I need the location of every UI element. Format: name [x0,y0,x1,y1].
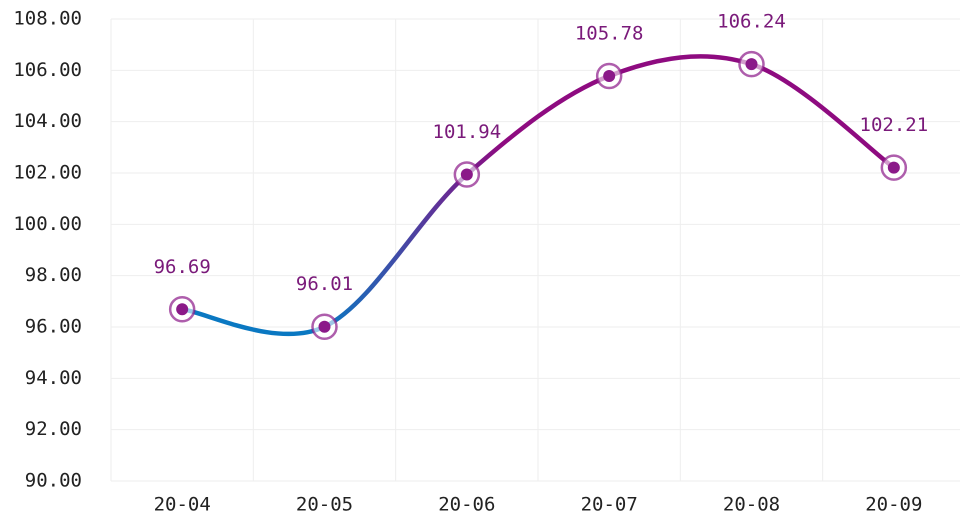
point [460,168,473,181]
y-tick-label: 102.00 [13,162,82,184]
point [745,58,758,71]
x-tick-label: 20-09 [865,494,922,516]
data-label: 96.69 [154,256,211,278]
point [603,69,616,82]
x-tick-label: 20-06 [438,494,495,516]
x-tick-label: 20-05 [296,494,353,516]
y-tick-label: 100.00 [13,213,82,235]
data-label: 101.94 [433,121,502,143]
y-tick-label: 104.00 [13,110,82,132]
data-label: 106.24 [717,11,786,33]
y-tick-label: 106.00 [13,59,82,81]
y-tick-label: 108.00 [13,8,82,30]
point [887,161,900,174]
x-tick-label: 20-07 [581,494,638,516]
y-tick-label: 94.00 [25,367,82,389]
point [318,320,331,333]
y-tick-label: 98.00 [25,264,82,286]
data-label: 105.78 [575,22,644,44]
x-tick-label: 20-08 [723,494,780,516]
data-label: 96.01 [296,273,353,295]
x-tick-label: 20-04 [154,494,211,516]
y-tick-label: 90.00 [25,470,82,492]
point [176,303,189,316]
y-tick-label: 96.00 [25,316,82,338]
y-tick-label: 92.00 [25,418,82,440]
data-label: 102.21 [860,114,929,136]
